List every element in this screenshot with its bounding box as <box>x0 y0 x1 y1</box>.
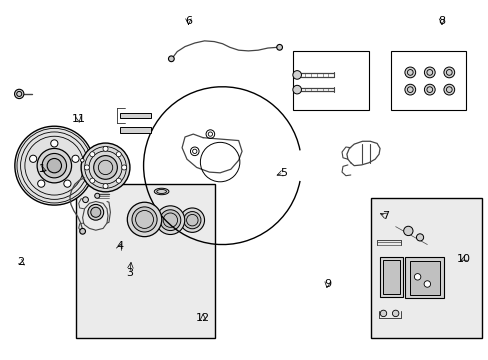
Ellipse shape <box>81 158 84 162</box>
Ellipse shape <box>443 84 454 95</box>
Ellipse shape <box>90 178 95 183</box>
Text: 2: 2 <box>18 257 25 267</box>
Ellipse shape <box>81 143 130 192</box>
Ellipse shape <box>154 188 168 195</box>
Ellipse shape <box>103 184 108 189</box>
Ellipse shape <box>127 202 162 237</box>
Text: 10: 10 <box>456 254 470 264</box>
Bar <box>409 261 439 295</box>
Text: 12: 12 <box>196 313 210 323</box>
Ellipse shape <box>80 228 85 234</box>
Ellipse shape <box>51 140 58 147</box>
Text: 1: 1 <box>39 164 45 174</box>
Ellipse shape <box>88 204 103 220</box>
Ellipse shape <box>443 67 454 78</box>
Ellipse shape <box>168 56 174 62</box>
Ellipse shape <box>424 84 434 95</box>
Text: 6: 6 <box>184 17 191 27</box>
Ellipse shape <box>423 281 430 287</box>
Ellipse shape <box>403 226 412 235</box>
Ellipse shape <box>37 148 71 183</box>
Text: 4: 4 <box>116 241 123 251</box>
Ellipse shape <box>91 207 101 217</box>
Ellipse shape <box>95 193 100 198</box>
Ellipse shape <box>29 155 37 162</box>
Bar <box>370 198 482 338</box>
Ellipse shape <box>380 310 386 317</box>
Ellipse shape <box>64 180 71 187</box>
Text: 7: 7 <box>382 211 388 221</box>
Text: 11: 11 <box>72 114 85 124</box>
Ellipse shape <box>416 234 423 241</box>
Ellipse shape <box>15 126 94 205</box>
Bar <box>379 257 403 297</box>
Text: 9: 9 <box>323 279 330 289</box>
Bar <box>76 184 215 338</box>
Ellipse shape <box>84 165 89 170</box>
Ellipse shape <box>47 158 61 173</box>
Ellipse shape <box>132 207 157 232</box>
Bar <box>383 260 399 294</box>
Ellipse shape <box>292 85 301 94</box>
Ellipse shape <box>38 180 45 187</box>
Ellipse shape <box>392 310 398 317</box>
Ellipse shape <box>404 67 415 78</box>
Bar <box>405 257 444 298</box>
Ellipse shape <box>90 152 95 157</box>
Ellipse shape <box>42 153 66 178</box>
Ellipse shape <box>72 155 79 162</box>
Ellipse shape <box>116 152 121 157</box>
Text: 5: 5 <box>280 168 286 178</box>
Ellipse shape <box>94 156 117 179</box>
Ellipse shape <box>82 197 88 203</box>
Ellipse shape <box>15 89 24 99</box>
Ellipse shape <box>160 210 181 230</box>
Bar <box>120 127 151 133</box>
Text: 8: 8 <box>438 17 445 27</box>
Bar <box>390 51 466 110</box>
Ellipse shape <box>180 208 204 232</box>
Ellipse shape <box>292 71 301 79</box>
Bar <box>293 51 368 110</box>
Ellipse shape <box>156 206 184 234</box>
Bar <box>120 113 151 118</box>
Ellipse shape <box>404 84 415 95</box>
Ellipse shape <box>276 44 282 50</box>
Ellipse shape <box>183 212 201 229</box>
Ellipse shape <box>413 274 420 280</box>
Ellipse shape <box>424 67 434 78</box>
Ellipse shape <box>122 165 126 170</box>
Ellipse shape <box>103 146 108 151</box>
Ellipse shape <box>116 178 121 183</box>
Text: 3: 3 <box>126 268 133 278</box>
